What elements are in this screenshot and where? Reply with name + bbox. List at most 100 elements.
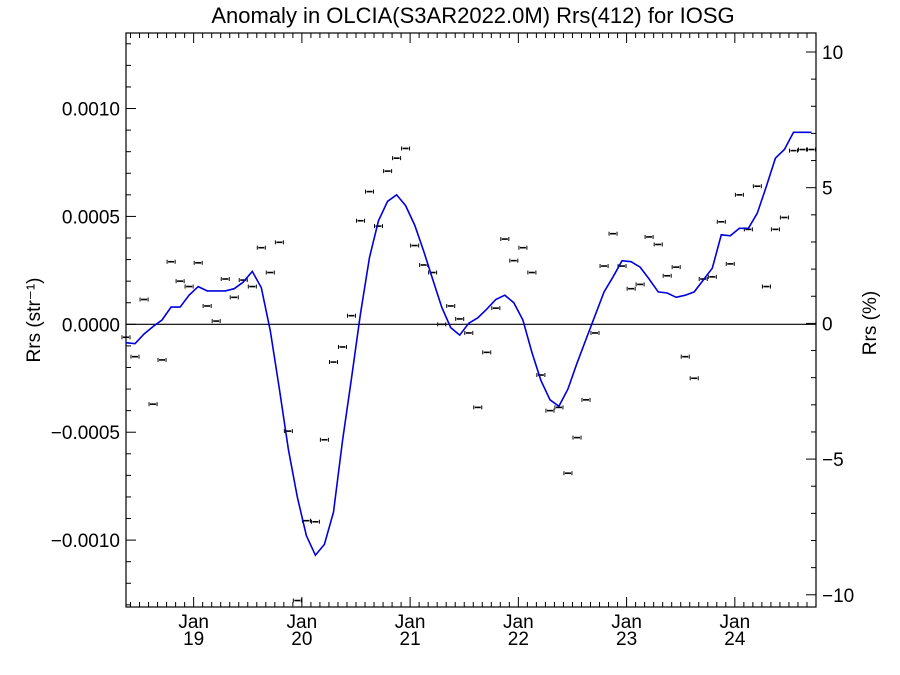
data-point — [716, 219, 726, 224]
data-point — [599, 264, 609, 269]
data-point — [419, 262, 429, 267]
data-point — [337, 344, 347, 349]
data-point — [671, 265, 681, 270]
data-point — [734, 192, 744, 197]
data-point — [121, 335, 131, 340]
data-point — [139, 297, 149, 302]
data-point — [473, 405, 483, 410]
data-point — [689, 376, 699, 381]
y-tick-label-right: −10 — [822, 586, 854, 607]
x-tick-label-year: 22 — [508, 629, 529, 650]
data-point — [464, 330, 474, 335]
x-tick-label-month: Jan — [720, 612, 751, 633]
data-point — [572, 435, 582, 440]
y-tick-label-left: 0.0005 — [62, 207, 120, 228]
data-point — [635, 282, 645, 287]
y-tick-label-right: 10 — [822, 43, 843, 64]
data-point — [806, 147, 816, 152]
data-point — [446, 303, 456, 308]
x-tick-label-month: Jan — [395, 612, 426, 633]
data-point — [626, 286, 636, 291]
data-point — [274, 240, 284, 245]
data-point — [788, 148, 798, 153]
data-point — [662, 273, 672, 278]
x-tick-label-month: Jan — [287, 612, 318, 633]
data-point — [202, 303, 212, 308]
x-tick-label-year: 21 — [400, 629, 421, 650]
data-point — [184, 284, 194, 289]
data-point — [310, 519, 320, 524]
data-point — [482, 350, 492, 355]
data-point — [779, 215, 789, 220]
data-point — [346, 313, 356, 318]
y-tick-label-left: 0.0000 — [62, 315, 120, 336]
x-tick-label-month: Jan — [503, 612, 534, 633]
y-axis-label-left: Rrs (str⁻¹) — [24, 278, 45, 363]
data-point — [725, 261, 735, 266]
data-point — [455, 316, 465, 321]
data-point — [563, 471, 573, 476]
data-point — [383, 169, 393, 174]
data-point — [707, 274, 717, 279]
y-tick-label-right: 0 — [822, 314, 833, 335]
data-point — [518, 245, 528, 250]
plot-frame — [125, 32, 817, 608]
data-points — [121, 146, 816, 603]
data-point — [590, 330, 600, 335]
smoothed-anomaly-line — [125, 131, 812, 557]
chart-title: Anomaly in OLCIA(S3AR2022.0M) Rrs(412) f… — [211, 3, 734, 28]
y-tick-label-right: 5 — [822, 179, 833, 200]
x-tick-label-year: 23 — [616, 629, 637, 650]
data-point — [229, 295, 239, 300]
data-point — [527, 270, 537, 275]
data-point — [365, 189, 375, 194]
data-point — [581, 397, 591, 402]
data-point — [220, 277, 230, 281]
data-point — [328, 360, 338, 365]
data-point — [770, 227, 780, 232]
data-point — [148, 402, 158, 407]
data-point — [265, 270, 275, 275]
data-point — [752, 184, 762, 189]
data-point — [491, 306, 501, 311]
x-tick-label-month: Jan — [611, 612, 642, 633]
left-axis: −0.0010 −0.0005 0.0000 0.0005 0.0010 — [51, 43, 136, 606]
data-point — [545, 408, 555, 413]
y-axis-label-right: Rrs (%) — [860, 291, 881, 355]
data-point — [292, 598, 302, 603]
data-point — [797, 147, 807, 152]
data-point — [211, 319, 221, 324]
data-point — [130, 354, 140, 359]
data-point — [356, 218, 366, 223]
data-point — [500, 237, 510, 242]
right-axis: −10 −5 0 5 10 — [806, 43, 854, 607]
data-point — [653, 242, 663, 247]
x-tick-label-year: 20 — [291, 629, 312, 650]
data-point — [256, 245, 266, 250]
data-point — [410, 243, 420, 248]
data-point — [175, 279, 185, 284]
data-point — [392, 156, 402, 161]
data-point — [319, 437, 329, 442]
x-tick-label-year: 19 — [183, 629, 204, 650]
data-point — [247, 284, 257, 289]
y-tick-label-left: 0.0010 — [62, 100, 120, 121]
data-point — [166, 259, 176, 264]
x-tick-label-year: 24 — [724, 629, 746, 650]
x-tick-label-month: Jan — [178, 612, 209, 633]
data-point — [554, 405, 564, 410]
data-point — [680, 354, 690, 359]
data-point — [157, 357, 167, 362]
data-point — [374, 224, 384, 229]
data-point — [644, 234, 654, 239]
y-tick-label-right: −5 — [822, 450, 844, 471]
data-point — [401, 146, 411, 151]
y-tick-label-left: −0.0005 — [51, 423, 120, 444]
y-tick-label-left: −0.0010 — [51, 531, 120, 552]
data-point — [437, 322, 447, 327]
data-point — [509, 258, 519, 263]
data-point — [761, 284, 771, 289]
